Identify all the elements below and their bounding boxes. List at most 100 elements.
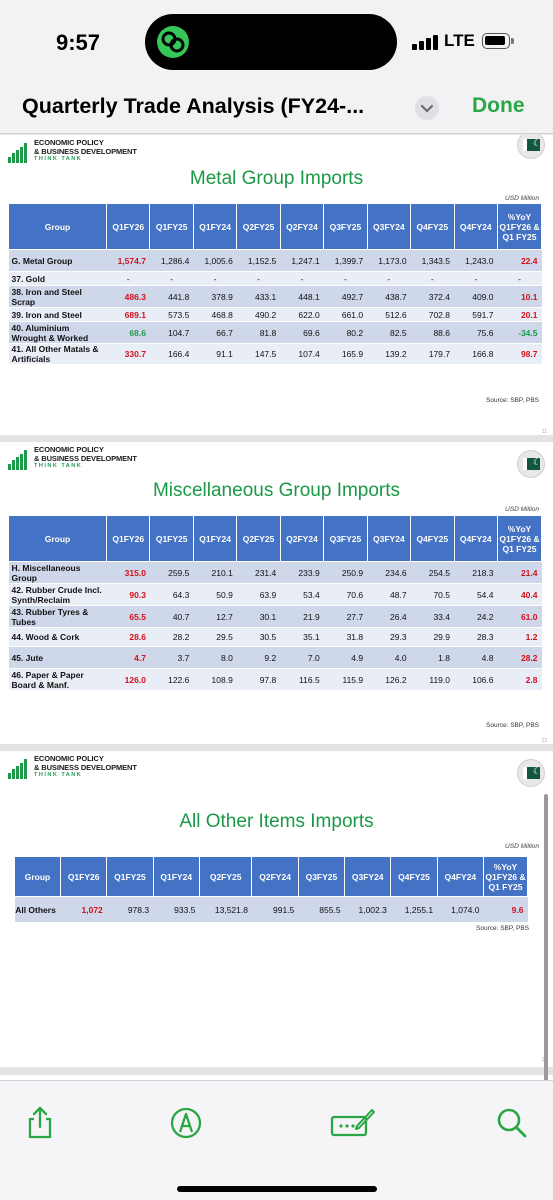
think-tank-logo: ECONOMIC POLICY & BUSINESS DEVELOPMENT T… (8, 444, 208, 474)
title-menu-button[interactable] (415, 96, 439, 120)
value-cell: 28.3 (454, 627, 498, 647)
yoy-cell: 98.7 (497, 343, 542, 365)
value-cell: 1,343.5 (410, 249, 454, 272)
value-cell: - (454, 271, 498, 286)
value-cell: 21.9 (280, 605, 324, 628)
column-header: Q1FY25 (149, 515, 194, 562)
value-cell: 1,072 (60, 896, 107, 923)
page-metal-group: ECONOMIC POLICY & BUSINESS DEVELOPMENT T… (0, 135, 553, 435)
document-title[interactable]: Quarterly Trade Analysis (FY24-... (22, 94, 365, 118)
value-cell: 210.1 (193, 561, 237, 584)
unit-label: USD Million (505, 506, 539, 513)
table-row: 43. Rubber Tyres & Tubes 65.5 40.7 12.7 30.1… (8, 605, 542, 628)
document-viewer[interactable]: ECONOMIC POLICY & BUSINESS DEVELOPMENT T… (0, 135, 553, 1080)
yoy-cell: 9.6 (483, 896, 528, 923)
source-label: Source: SBP, PBS (476, 925, 529, 932)
value-cell: 933.5 (153, 896, 200, 923)
value-cell: 106.6 (454, 668, 498, 691)
value-cell: 1,173.0 (367, 249, 411, 272)
value-cell: 139.2 (367, 343, 411, 365)
logo-bars-icon (8, 759, 32, 779)
value-cell: 116.5 (280, 668, 324, 691)
value-cell: 26.4 (367, 605, 411, 628)
column-header: Q3FY24 (366, 203, 412, 250)
value-cell: 254.5 (410, 561, 454, 584)
value-cell: 661.0 (323, 307, 368, 322)
column-header: %YoY Q1FY26 & Q1 FY25 (497, 203, 542, 250)
signature-icon[interactable] (330, 1105, 376, 1141)
signal-icon (412, 34, 438, 50)
table-header-row: Group Q1FY26 Q1FY25 Q1FY24 Q2FY25 Q2FY24 Q3FY2… (8, 515, 542, 562)
value-cell: 91.1 (193, 343, 237, 365)
value-cell: 54.4 (454, 583, 498, 606)
value-cell: 378.9 (193, 285, 237, 308)
table-row: 41. All Other Matals & Artificials 330.7 1… (8, 343, 542, 365)
markup-icon[interactable] (168, 1105, 204, 1141)
column-header: Q1FY26 (105, 203, 151, 250)
value-cell: 108.9 (193, 668, 237, 691)
page-title: Metal Group Imports (189, 168, 364, 189)
column-header: Q2FY24 (279, 515, 325, 562)
value-cell: 66.7 (193, 321, 237, 344)
value-cell: 126.2 (367, 668, 411, 691)
value-cell: 3.7 (149, 646, 194, 669)
nav-bar: Quarterly Trade Analysis (FY24-... Done (0, 82, 553, 134)
value-cell: 978.3 (106, 896, 154, 923)
share-icon[interactable] (22, 1105, 58, 1141)
value-cell: 250.9 (323, 561, 368, 584)
source-label: Source: SBP, PBS (486, 397, 539, 404)
column-header: Q4FY25 (390, 856, 438, 897)
value-cell: 441.8 (149, 285, 194, 308)
value-cell: 29.9 (410, 627, 454, 647)
value-cell: 1,399.7 (323, 249, 368, 272)
value-cell: 448.1 (280, 285, 324, 308)
value-cell: 218.3 (454, 561, 498, 584)
yoy-cell: 2.8 (497, 668, 542, 691)
value-cell: 64.3 (149, 583, 194, 606)
column-header: Q4FY25 (410, 515, 455, 562)
yoy-cell: - (497, 271, 542, 286)
think-tank-logo: ECONOMIC POLICY & BUSINESS DEVELOPMENT T… (8, 753, 208, 783)
table-row: All Others 1,072 978.3 933.5 13,521.8 991.5 85… (14, 896, 528, 923)
table-row: G. Metal Group 1,574.7 1,286.4 1,005.6 1,152… (8, 249, 542, 272)
value-cell: 70.5 (410, 583, 454, 606)
search-icon[interactable] (494, 1105, 530, 1141)
column-header: Q4FY25 (410, 203, 455, 250)
link-app-icon (157, 26, 189, 58)
row-label: 44. Wood & Cork (8, 627, 107, 647)
value-cell: 1,243.0 (454, 249, 498, 272)
value-cell: 80.2 (323, 321, 368, 344)
value-cell: 28.2 (149, 627, 194, 647)
column-header-group: Group (8, 515, 107, 562)
column-header: Q2FY24 (251, 856, 299, 897)
row-label: H. Miscellaneous Group (8, 561, 107, 584)
value-cell: - (193, 271, 237, 286)
value-cell: 492.7 (323, 285, 368, 308)
scroll-indicator[interactable] (544, 794, 548, 1094)
page-title: Miscellaneous Group Imports (152, 480, 401, 501)
value-cell: - (280, 271, 324, 286)
value-cell: 30.1 (236, 605, 281, 628)
value-cell: 234.6 (367, 561, 411, 584)
row-label: 38. Iron and Steel Scrap (8, 285, 107, 308)
unit-label: USD Million (505, 843, 539, 850)
value-cell: 7.0 (280, 646, 324, 669)
home-indicator[interactable] (177, 1186, 377, 1192)
column-header: Q4FY24 (436, 856, 485, 897)
yoy-cell: 40.4 (497, 583, 542, 606)
row-label: 37. Gold (8, 271, 107, 286)
value-cell: 115.9 (323, 668, 368, 691)
column-header: Q1FY26 (59, 856, 108, 897)
value-cell: 27.7 (323, 605, 368, 628)
value-cell: 90.3 (106, 583, 150, 606)
value-cell: 1,255.1 (390, 896, 438, 923)
value-cell: 490.2 (236, 307, 281, 322)
value-cell: 4.8 (454, 646, 498, 669)
column-header: %YoY Q1FY26 & Q1 FY25 (497, 515, 542, 562)
pakistan-flag-icon: ☾ (517, 450, 545, 478)
data-table: Group Q1FY26 Q1FY25 Q1FY24 Q2FY25 Q2FY24 Q3FY2… (14, 856, 528, 923)
dynamic-island[interactable] (145, 14, 397, 70)
data-table: Group Q1FY26 Q1FY25 Q1FY24 Q2FY25 Q2FY24 Q3FY2… (8, 515, 542, 691)
done-button[interactable]: Done (472, 94, 525, 117)
row-label: All Others (14, 896, 61, 923)
